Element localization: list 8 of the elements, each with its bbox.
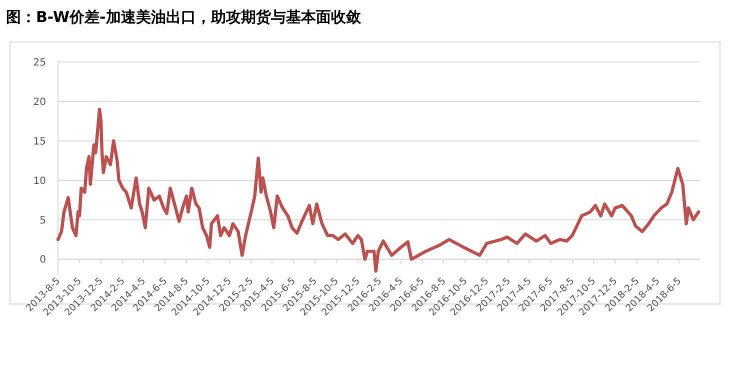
y-tick-label: 5 — [40, 215, 46, 226]
y-tick-label: 10 — [33, 176, 46, 187]
y-tick-label: 25 — [33, 58, 46, 68]
y-tick-label: 20 — [33, 96, 46, 108]
chart-title: 图：B-W价差-加速美油出口，助攻期货与基本面收敛 — [6, 8, 362, 26]
y-tick-label: 0 — [40, 254, 46, 266]
line-series — [56, 108, 700, 273]
y-tick-label: 15 — [33, 136, 46, 148]
